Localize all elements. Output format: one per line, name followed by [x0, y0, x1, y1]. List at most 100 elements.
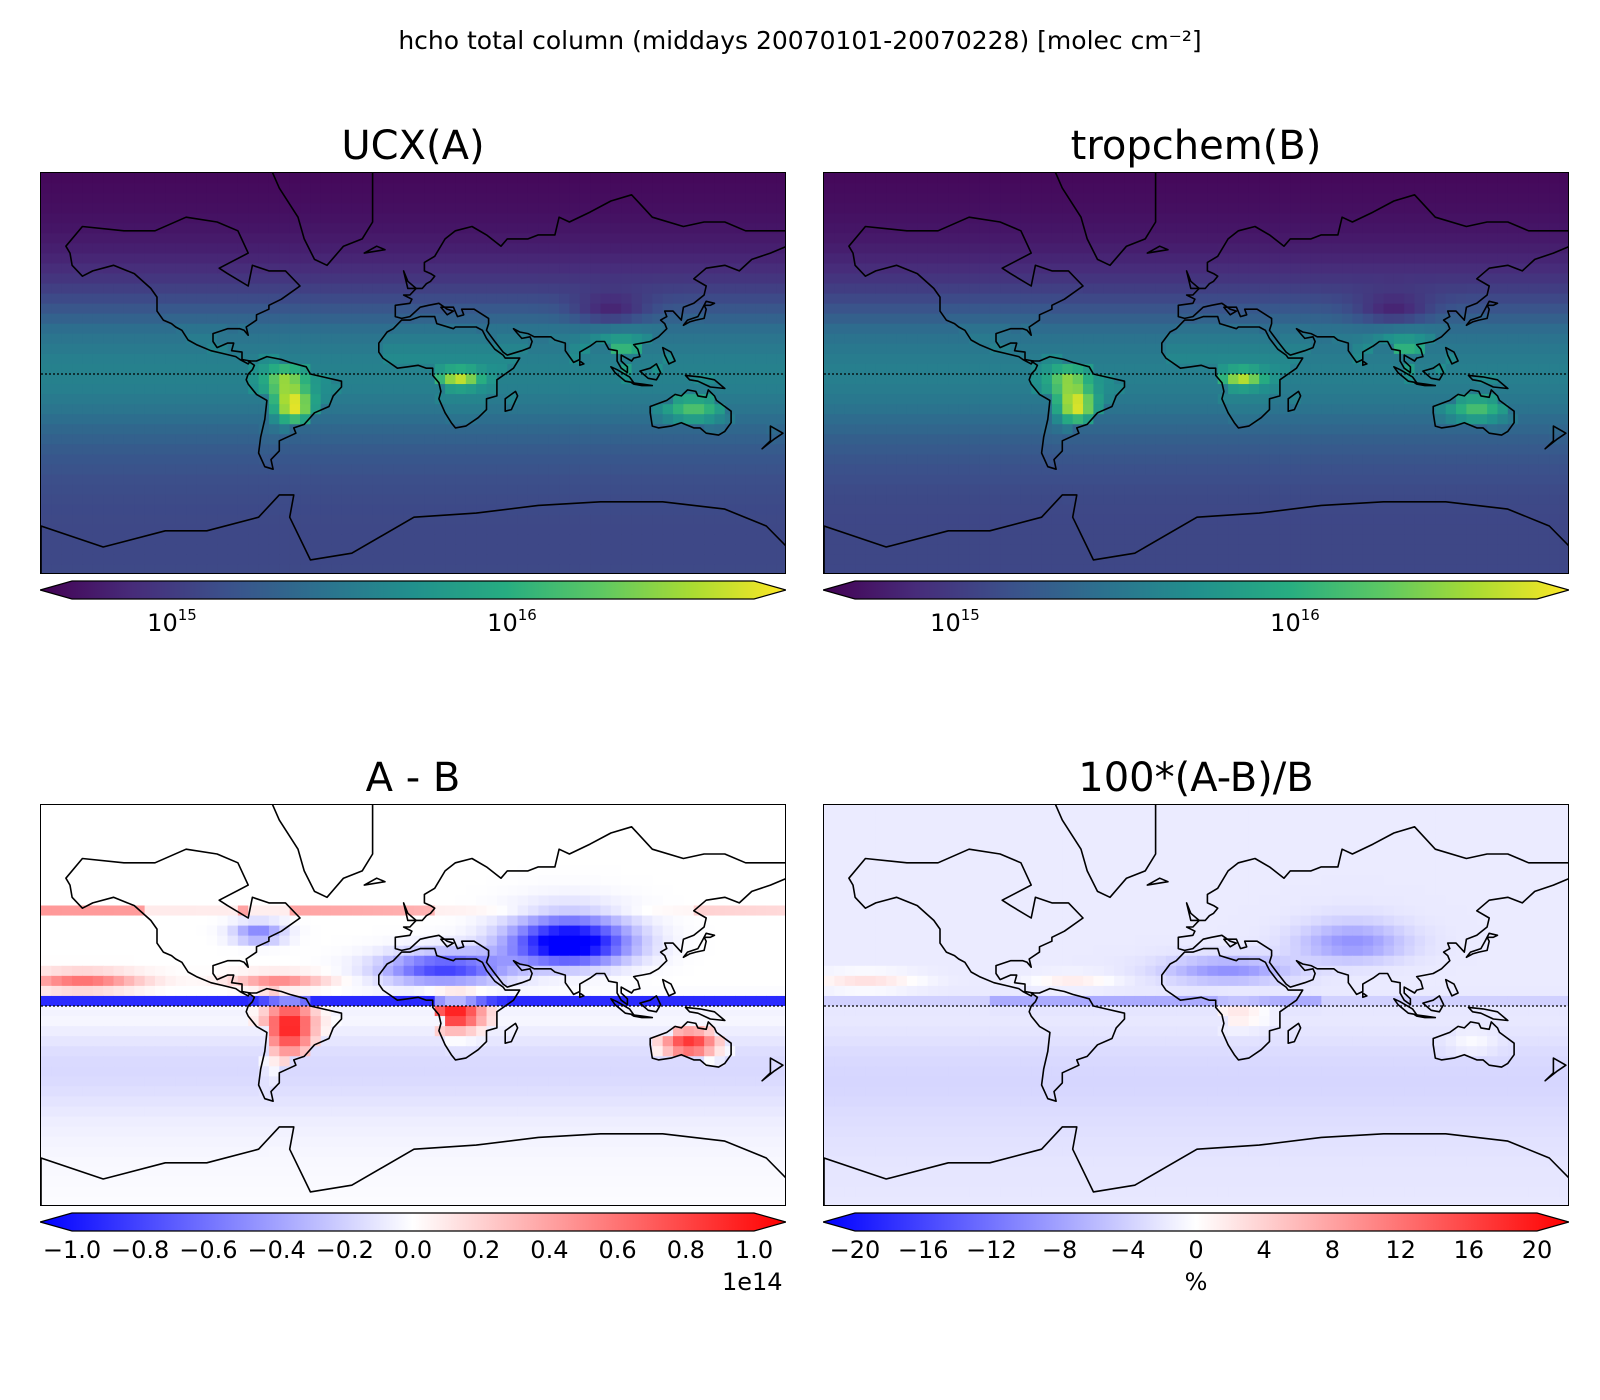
coastlines [824, 173, 1568, 573]
coastline [245, 355, 343, 470]
colorbar-tick-label: 0 [1188, 1236, 1204, 1264]
coastline [1161, 315, 1304, 429]
colorbar-tick-label: 0.2 [462, 1236, 501, 1264]
coastline [1054, 173, 1157, 267]
coastline [1146, 245, 1169, 254]
coastline [1465, 932, 1499, 959]
coastline [378, 315, 521, 429]
colorbar-d [823, 1212, 1569, 1232]
colorbar-tick-label: −8 [1041, 1236, 1078, 1264]
colorbar-tick-label: 0.0 [393, 1236, 433, 1264]
colorbar-gradient [40, 580, 786, 600]
coastline [504, 1022, 519, 1044]
coastline [630, 381, 654, 387]
coastline [1028, 987, 1126, 1102]
coastline [1362, 992, 1368, 999]
colorbar-c-offset-label: 1e14 [722, 1268, 783, 1296]
coastline [761, 425, 784, 450]
coastline [1161, 947, 1304, 1061]
coastline [1544, 425, 1567, 450]
coastlines [824, 805, 1568, 1205]
colorbar-a [40, 580, 786, 600]
coastline [682, 300, 716, 327]
coastline [1185, 270, 1200, 290]
colorbar-tick-label: −0.2 [315, 1236, 374, 1264]
coastline [1146, 877, 1169, 886]
coastline [1467, 1006, 1509, 1022]
coastline [1287, 1022, 1302, 1044]
coastline [848, 216, 1084, 365]
colorbar-tick-label: −0.6 [179, 1236, 238, 1264]
map-a-svg [41, 173, 785, 573]
colorbar-gradient [823, 580, 1569, 600]
coastline [649, 1021, 732, 1068]
map-panel-a [40, 172, 786, 574]
colorbar-tick-label: 4 [1256, 1236, 1272, 1264]
colorbar-tick-label: −0.8 [111, 1236, 170, 1264]
colorbar-tick-label: 0.8 [666, 1236, 705, 1264]
coastline [682, 932, 716, 959]
colorbar-b-tick-1e15: 1015 [930, 606, 980, 637]
coastline [402, 270, 417, 290]
coastline [1422, 363, 1445, 381]
colorbar-tick-label: −4 [1110, 1236, 1146, 1264]
coastline [271, 805, 374, 899]
coastline [65, 216, 301, 365]
colorbar-gradient [40, 1212, 786, 1232]
coastline [761, 1057, 784, 1082]
coastline [378, 947, 521, 1061]
coastline [363, 245, 386, 254]
coastline [271, 173, 374, 267]
colorbar-d-unit-label: % [1184, 1268, 1208, 1296]
coastline [684, 374, 726, 390]
coastline [579, 360, 585, 367]
panel-c-title: A - B [365, 755, 461, 801]
colorbar-tick-label: 16 [1453, 1236, 1485, 1264]
coastline [649, 389, 732, 436]
map-panel-d [823, 804, 1569, 1206]
coastline [639, 363, 662, 381]
coastline [1054, 805, 1157, 899]
coastline [1432, 1021, 1515, 1068]
coastline [684, 1006, 726, 1022]
coastline [1185, 902, 1200, 922]
colorbar-tick-label: 12 [1385, 1236, 1416, 1264]
coastline [1413, 381, 1437, 387]
coastline [1444, 346, 1459, 365]
field-grid [824, 173, 1568, 573]
field-grid [41, 173, 785, 573]
coastline [579, 992, 585, 999]
coastline [824, 494, 1568, 573]
colorbar-tick-label: −1.0 [42, 1236, 102, 1264]
colorbar-tick-label: −12 [966, 1236, 1017, 1264]
colorbar-a-tick-1e15: 1015 [147, 606, 197, 637]
colorbar-b [823, 580, 1569, 600]
colorbar-c [40, 1212, 786, 1232]
panel-a-title: UCX(A) [341, 123, 485, 169]
colorbar-tick-label: 8 [1324, 1236, 1341, 1264]
coastline [639, 995, 662, 1013]
coastline [848, 848, 1084, 997]
coastline [1413, 1013, 1437, 1019]
colorbar-tick-label: −16 [897, 1236, 949, 1264]
coastline [245, 987, 343, 1102]
map-c-svg [41, 805, 785, 1205]
coastline [65, 848, 301, 997]
coastline [1544, 1057, 1567, 1082]
colorbar-gradient [823, 1212, 1569, 1232]
coastline [1467, 374, 1509, 390]
colorbar-a-tick-1e16: 1016 [487, 606, 537, 637]
colorbar-tick-label: 1.0 [734, 1236, 774, 1264]
panel-d-title: 100*(A-B)/B [1078, 755, 1314, 801]
coastline [41, 1126, 785, 1205]
coastline [1177, 826, 1568, 1006]
coastline [1444, 978, 1459, 997]
coastline [1422, 995, 1445, 1013]
colorbar-tick-label: 0.4 [530, 1236, 569, 1264]
coastline [394, 826, 785, 1006]
coastline [1362, 360, 1368, 367]
map-d-svg [824, 805, 1568, 1205]
coastlines [41, 173, 785, 573]
coastline [363, 877, 386, 886]
coastline [630, 1013, 654, 1019]
